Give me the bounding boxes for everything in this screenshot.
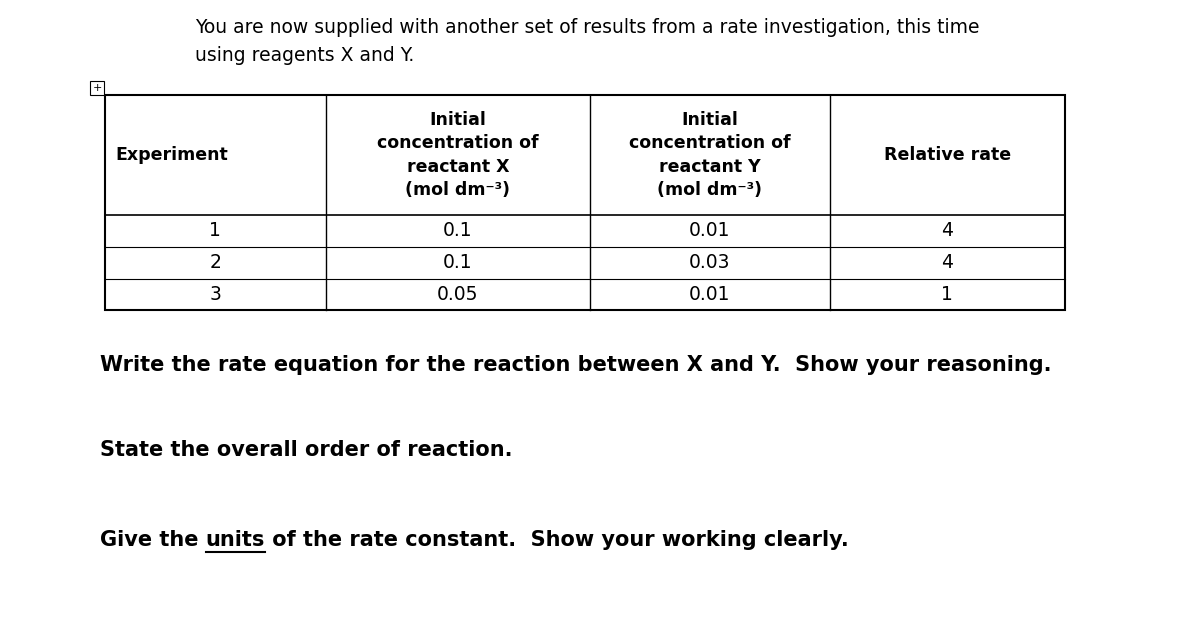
Text: 1: 1 [210,222,221,240]
Text: You are now supplied with another set of results from a rate investigation, this: You are now supplied with another set of… [194,18,979,37]
Text: 4: 4 [942,254,953,272]
Text: 2: 2 [210,254,221,272]
Text: of the rate constant.  Show your working clearly.: of the rate constant. Show your working … [265,530,848,550]
Text: Relative rate: Relative rate [884,146,1010,164]
Text: 0.01: 0.01 [689,286,731,305]
Text: 0.1: 0.1 [443,254,473,272]
Text: using reagents X and Y.: using reagents X and Y. [194,46,414,65]
Text: 4: 4 [942,222,953,240]
Text: Give the: Give the [100,530,205,550]
Text: units: units [205,530,265,550]
Text: 0.05: 0.05 [437,286,479,305]
Text: +: + [92,83,102,93]
Text: 0.1: 0.1 [443,222,473,240]
Text: Initial
concentration of
reactant X
(mol dm⁻³): Initial concentration of reactant X (mol… [377,111,539,199]
Text: State the overall order of reaction.: State the overall order of reaction. [100,440,512,460]
Text: Initial
concentration of
reactant Y
(mol dm⁻³): Initial concentration of reactant Y (mol… [629,111,791,199]
Text: Write the rate equation for the reaction between X and Y.  Show your reasoning.: Write the rate equation for the reaction… [100,355,1051,375]
Bar [106,95,1066,310]
Text: 0.03: 0.03 [689,254,731,272]
Text: 3: 3 [210,286,221,305]
Text: 1: 1 [942,286,953,305]
Text: Experiment: Experiment [115,146,228,164]
Text: 0.01: 0.01 [689,222,731,240]
